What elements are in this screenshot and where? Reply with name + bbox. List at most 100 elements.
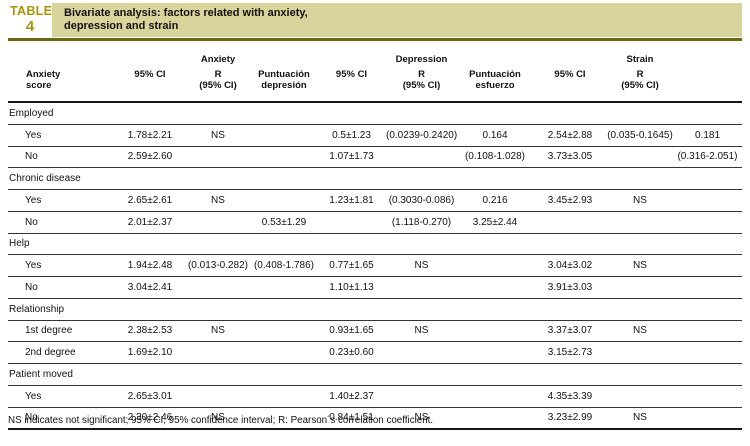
table-title-line1: Bivariate analysis: factors related with… bbox=[64, 7, 308, 19]
value-cell: 2.65±2.61 bbox=[115, 189, 185, 212]
value-cell: NS bbox=[185, 124, 251, 147]
row-label: Yes bbox=[8, 124, 115, 147]
value-cell: 1.10±1.13 bbox=[317, 276, 386, 299]
value-cell: 0.93±1.65 bbox=[317, 320, 386, 343]
data-row: No 3.04±2.41 1.10±1.13 3.91±3.03 bbox=[8, 276, 742, 299]
value-cell: 3.23±2.99 bbox=[533, 407, 607, 431]
row-label: Yes bbox=[8, 189, 115, 212]
value-cell: NS bbox=[386, 320, 457, 343]
data-row: Yes 1.78±2.21 NS 0.5±1.23 (0.0239-0.2420) 0.1… bbox=[8, 124, 742, 147]
value-cell: 2.65±3.01 bbox=[115, 385, 185, 408]
table-number: 4 bbox=[25, 18, 35, 36]
row-label: No bbox=[8, 146, 115, 169]
value-cell: (1.118-0.270) bbox=[386, 211, 457, 234]
value-cell: 2.59±2.60 bbox=[115, 146, 185, 169]
value-cell bbox=[673, 189, 742, 212]
value-cell bbox=[457, 341, 533, 364]
value-cell: 4.35±3.39 bbox=[533, 385, 607, 408]
value-cell bbox=[251, 146, 317, 169]
row-label: Yes bbox=[8, 254, 115, 277]
value-cell bbox=[386, 341, 457, 364]
section-row: Relationship bbox=[8, 298, 742, 321]
row-label: No bbox=[8, 276, 115, 299]
value-cell bbox=[607, 341, 673, 364]
value-cell: 3.37±3.07 bbox=[533, 320, 607, 343]
value-cell bbox=[457, 407, 533, 431]
group-header-row: Anxiety Depression Strain bbox=[8, 41, 742, 67]
data-row: No 2.59±2.60 1.07±1.73 (0.108-1.028) 3.73±3.… bbox=[8, 146, 742, 169]
value-cell: NS bbox=[185, 189, 251, 212]
value-cell bbox=[185, 341, 251, 364]
value-cell bbox=[317, 211, 386, 234]
value-cell: 3.73±3.05 bbox=[533, 146, 607, 169]
value-cell: NS bbox=[607, 407, 673, 431]
value-cell: NS bbox=[607, 320, 673, 343]
value-cell: 3.91±3.03 bbox=[533, 276, 607, 299]
section-row: Employed bbox=[8, 102, 742, 125]
value-cell: NS bbox=[185, 320, 251, 343]
value-cell: NS bbox=[386, 407, 457, 431]
column-header-ci-strain: 95% CI bbox=[533, 67, 607, 103]
value-cell bbox=[533, 211, 607, 234]
value-cell bbox=[673, 254, 742, 277]
bivariate-analysis-table: Anxiety Depression Strain Anxiety score … bbox=[8, 41, 742, 431]
value-cell: 0.84±1.51 bbox=[317, 407, 386, 431]
value-cell: 0.77±1.65 bbox=[317, 254, 386, 277]
value-cell bbox=[607, 211, 673, 234]
value-cell: 1.94±2.48 bbox=[115, 254, 185, 277]
column-header-ci-anxiety: 95% CI bbox=[115, 67, 185, 103]
value-cell bbox=[251, 341, 317, 364]
row-label: No bbox=[8, 211, 115, 234]
value-cell: NS bbox=[185, 407, 251, 431]
value-cell bbox=[386, 276, 457, 299]
section-label: Chronic disease bbox=[8, 167, 742, 190]
value-cell bbox=[673, 385, 742, 408]
column-header-ci-depression: 95% CI bbox=[317, 67, 386, 103]
row-label: No bbox=[8, 407, 115, 431]
value-cell bbox=[251, 189, 317, 212]
column-header-puntuacion-depresion: Puntuación depresión bbox=[251, 67, 317, 103]
value-cell: 1.23±1.81 bbox=[317, 189, 386, 212]
value-cell bbox=[607, 146, 673, 169]
data-row: Yes 2.65±3.01 1.40±2.37 4.35±3.39 bbox=[8, 385, 742, 408]
value-cell bbox=[673, 320, 742, 343]
value-cell: (0.3030-0.086) bbox=[386, 189, 457, 212]
value-cell bbox=[251, 407, 317, 431]
data-row: No 2.30±2.46 NS 0.84±1.51 NS 3.23±2.99 NS bbox=[8, 407, 742, 431]
value-cell bbox=[457, 276, 533, 299]
value-cell bbox=[457, 254, 533, 277]
value-cell bbox=[185, 146, 251, 169]
value-cell: 0.5±1.23 bbox=[317, 124, 386, 147]
table-body: Employed Yes 1.78±2.21 NS 0.5±1.23 (0.0239-0.… bbox=[8, 102, 742, 431]
value-cell: (0.035-0.1645) bbox=[607, 124, 673, 147]
row-label: 2nd degree bbox=[8, 341, 115, 364]
value-cell: (0.408-1.786) bbox=[251, 254, 317, 277]
value-cell bbox=[251, 124, 317, 147]
value-cell: 0.181 bbox=[673, 124, 742, 147]
value-cell bbox=[607, 276, 673, 299]
value-cell: 0.164 bbox=[457, 124, 533, 147]
value-cell: (0.316-2.051) bbox=[673, 146, 742, 169]
section-label: Relationship bbox=[8, 298, 742, 321]
table-footnote: NS indicates not significant; 95% CI, 95… bbox=[8, 415, 434, 426]
data-row: Yes 2.65±2.61 NS 1.23±1.81 (0.3030-0.086) 0.2… bbox=[8, 189, 742, 212]
column-header-anxiety-score: Anxiety score bbox=[8, 67, 115, 103]
value-cell bbox=[185, 276, 251, 299]
value-cell: 1.07±1.73 bbox=[317, 146, 386, 169]
value-cell: NS bbox=[607, 189, 673, 212]
section-label: Help bbox=[8, 233, 742, 256]
value-cell: 3.25±2.44 bbox=[457, 211, 533, 234]
column-header-row: Anxiety score 95% CI R (95% CI) Puntuaci… bbox=[8, 67, 742, 103]
table-title-banner: Bivariate analysis: factors related with… bbox=[52, 3, 742, 37]
value-cell bbox=[457, 385, 533, 408]
table-title-line2: depression and strain bbox=[64, 20, 179, 32]
group-header-depression: Depression bbox=[395, 54, 448, 65]
value-cell: 2.54±2.88 bbox=[533, 124, 607, 147]
value-cell bbox=[673, 276, 742, 299]
section-label: Patient moved bbox=[8, 363, 742, 386]
column-header-r-depression: R (95% CI) bbox=[386, 67, 457, 103]
column-header-r-anxiety: R (95% CI) bbox=[185, 67, 251, 103]
value-cell: (0.0239-0.2420) bbox=[386, 124, 457, 147]
value-cell: NS bbox=[386, 254, 457, 277]
